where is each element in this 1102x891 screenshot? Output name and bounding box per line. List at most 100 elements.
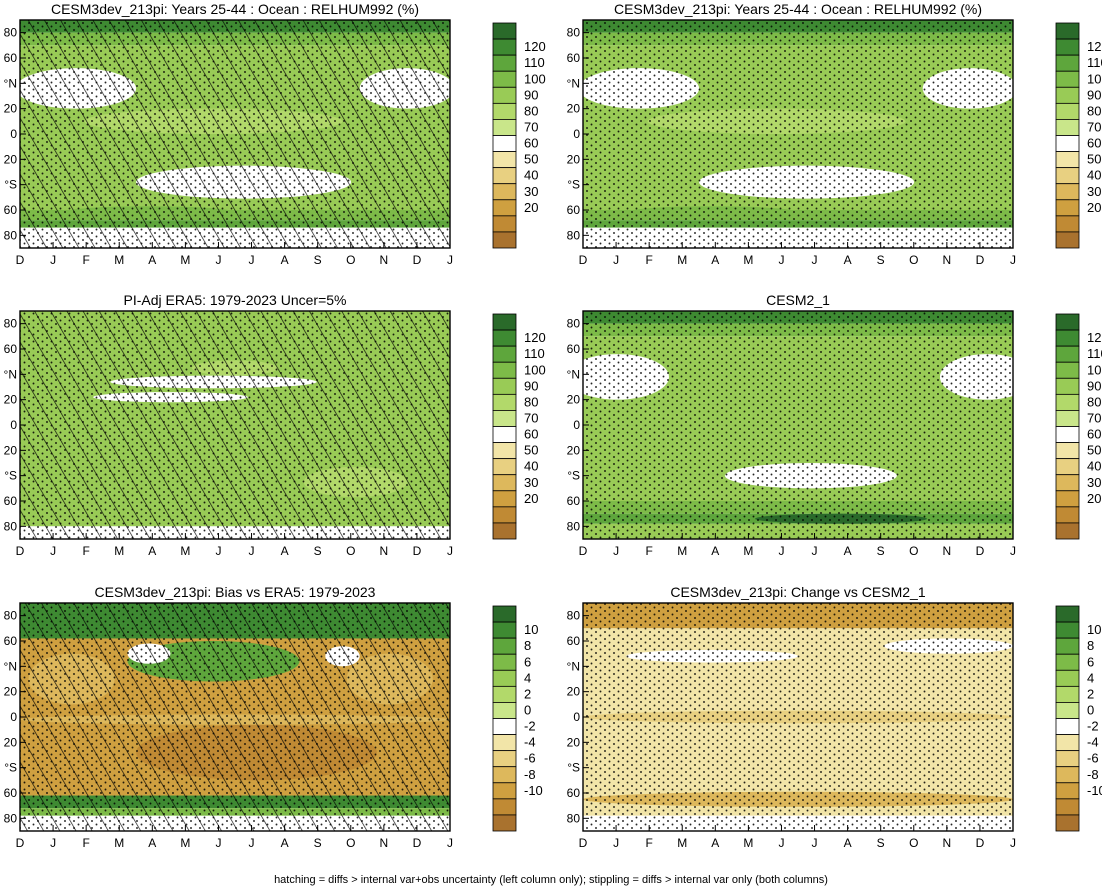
panel-title: CESM2_1	[766, 292, 830, 308]
x-tick-label: F	[645, 544, 652, 558]
colorbar-swatch	[1055, 167, 1080, 185]
colorbar-swatch	[1055, 377, 1080, 395]
colorbar-tick-label: 120	[1087, 39, 1102, 54]
colorbar-swatch	[1055, 199, 1080, 217]
colorbar-swatch	[492, 345, 517, 363]
y-tick-label: 80	[567, 519, 581, 533]
colorbar-swatch	[1055, 750, 1080, 768]
x-tick-label: D	[976, 544, 985, 558]
colorbar-swatch	[492, 637, 517, 655]
heatmap-field	[583, 603, 1013, 831]
colorbar-swatch	[492, 135, 517, 152]
x-tick-label: A	[844, 253, 852, 267]
colorbar-swatch	[492, 669, 517, 687]
colorbar-tick-label: 20	[524, 491, 538, 506]
colorbar-tick-label: 90	[524, 87, 538, 102]
x-tick-label: A	[148, 836, 156, 850]
colorbar-swatch	[492, 718, 517, 735]
y-tick-label: 0	[573, 710, 580, 724]
x-tick-label: S	[314, 544, 322, 558]
x-tick-label: O	[346, 836, 355, 850]
heatmap-panel: DJFMAMJJASONDJ8060°N20020°S6080120110100…	[567, 19, 1102, 267]
colorbar-swatch	[492, 313, 517, 331]
x-tick-label: J	[249, 544, 255, 558]
colorbar-swatch	[492, 393, 517, 411]
x-tick-label: J	[249, 253, 255, 267]
y-tick-label: 60	[567, 494, 581, 508]
x-tick-label: M	[114, 836, 124, 850]
y-tick-label: 80	[4, 228, 18, 242]
colorbar-swatch	[1055, 637, 1080, 655]
y-tick-label: °N	[4, 367, 17, 381]
colorbar-tick-label: 70	[1087, 410, 1101, 425]
x-tick-label: D	[579, 836, 588, 850]
y-tick-label: 80	[567, 317, 581, 331]
footer-note: hatching = diffs > internal var+obs unce…	[274, 874, 828, 886]
y-tick-label: 20	[567, 102, 581, 116]
colorbar-swatch	[492, 215, 517, 233]
colorbar-swatch	[492, 119, 517, 136]
colorbar-swatch	[492, 199, 517, 217]
colorbar-swatch	[1055, 361, 1080, 379]
colorbar-swatch	[492, 798, 517, 816]
colorbar-swatch	[492, 167, 517, 185]
x-tick-label: N	[380, 544, 389, 558]
x-tick-label: A	[844, 544, 852, 558]
colorbar-swatch	[1055, 102, 1080, 120]
y-tick-label: 60	[567, 634, 581, 648]
x-tick-label: O	[346, 544, 355, 558]
x-tick-label: D	[413, 253, 422, 267]
colorbar-tick-label: 100	[1087, 71, 1102, 86]
x-tick-label: M	[743, 253, 753, 267]
colorbar-swatch	[492, 183, 517, 201]
colorbar-tick-label: -6	[524, 751, 536, 766]
x-tick-label: O	[909, 253, 918, 267]
x-tick-label: O	[346, 253, 355, 267]
colorbar-tick-label: 80	[1087, 103, 1101, 118]
colorbar-tick-label: 30	[524, 184, 538, 199]
y-tick-label: 0	[10, 418, 17, 432]
x-tick-label: N	[943, 544, 952, 558]
colorbar-tick-label: 20	[1087, 491, 1101, 506]
x-tick-label: F	[82, 836, 89, 850]
y-tick-label: 60	[567, 51, 581, 65]
colorbar-swatch	[1055, 393, 1080, 411]
x-tick-label: N	[943, 253, 952, 267]
y-tick-label: 0	[10, 710, 17, 724]
x-tick-label: M	[743, 544, 753, 558]
y-tick-label: 60	[567, 786, 581, 800]
colorbar-swatch	[492, 653, 517, 671]
x-tick-label: J	[215, 253, 221, 267]
y-tick-label: °N	[4, 659, 17, 673]
x-tick-label: F	[82, 253, 89, 267]
x-tick-label: M	[180, 544, 190, 558]
colorbar-tick-label: 2	[1087, 686, 1094, 701]
colorbar-swatch	[492, 377, 517, 395]
heatmap-field	[20, 20, 450, 248]
x-tick-label: J	[778, 253, 784, 267]
x-tick-label: D	[413, 836, 422, 850]
y-tick-label: 20	[4, 152, 18, 166]
stippling-overlay	[583, 20, 1013, 248]
x-tick-label: J	[778, 836, 784, 850]
y-tick-label: 80	[4, 317, 18, 331]
y-tick-label: °N	[567, 367, 580, 381]
colorbar-tick-label: 80	[524, 394, 538, 409]
colorbar-swatch	[492, 231, 517, 249]
x-tick-label: J	[613, 544, 619, 558]
colorbar-tick-label: 100	[524, 71, 546, 86]
colorbar-tick-label: -6	[1087, 751, 1099, 766]
x-tick-label: D	[976, 253, 985, 267]
y-tick-label: 60	[567, 203, 581, 217]
x-tick-label: D	[16, 544, 25, 558]
colorbar-tick-label: 50	[1087, 152, 1101, 167]
y-tick-label: 60	[567, 342, 581, 356]
colorbar-swatch	[492, 814, 517, 832]
y-tick-label: 0	[10, 127, 17, 141]
x-tick-label: J	[447, 544, 453, 558]
colorbar-swatch	[1055, 313, 1080, 331]
colorbar-tick-label: 110	[1087, 346, 1102, 361]
